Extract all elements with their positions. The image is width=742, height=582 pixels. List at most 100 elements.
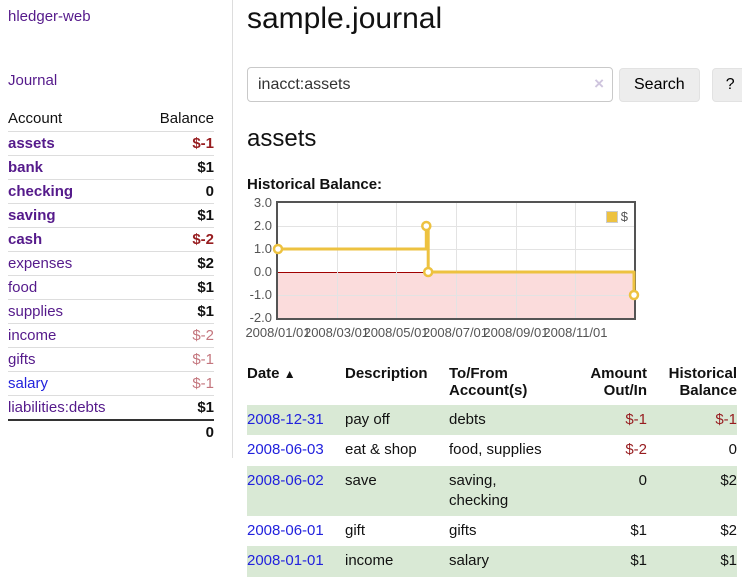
x-axis-tick-label: 2008/03/01 <box>303 325 370 340</box>
transaction-accounts: gifts <box>449 522 477 539</box>
transaction-description: income <box>345 552 394 570</box>
transaction-date-link[interactable]: 2008-12-31 <box>247 411 324 428</box>
account-link[interactable]: assets <box>8 135 55 152</box>
transaction-date-link[interactable]: 2008-06-01 <box>247 522 324 539</box>
transaction-amount: $-2 <box>625 441 647 459</box>
transaction-date-link[interactable]: 2008-01-01 <box>247 552 324 570</box>
chart-plot-area: $ <box>272 201 640 320</box>
x-axis-tick-label: 2008/05/01 <box>363 325 429 340</box>
account-cell: liabilities:debts <box>8 396 140 421</box>
accounts-total-row: 0 <box>8 420 214 444</box>
account-row: income $-2 <box>8 323 214 348</box>
transaction-date-cell: 2008-12-31 <box>247 405 345 435</box>
account-row: salary $-1 <box>8 371 214 396</box>
account-balance: $1 <box>197 399 214 416</box>
account-balance: $-2 <box>192 231 214 248</box>
legend-series-label: $ <box>620 209 628 224</box>
transaction-amount: 0 <box>638 471 647 489</box>
account-balance: $-1 <box>192 351 214 368</box>
x-axis-tick-label: 2008/09/01 <box>483 325 549 340</box>
vertical-gridline <box>515 203 517 318</box>
total-row-spacer <box>8 420 140 444</box>
account-row: expenses $2 <box>8 251 214 276</box>
transaction-date-link[interactable]: 2008-06-03 <box>247 441 324 459</box>
account-balance: $1 <box>197 159 214 176</box>
account-link[interactable]: saving <box>8 207 56 224</box>
x-axis-tick-label: 2008/11/01 <box>543 325 608 340</box>
account-link[interactable]: bank <box>8 159 44 176</box>
date-column-header[interactable]: Date ▲ <box>247 365 296 382</box>
help-button[interactable]: ? <box>711 67 742 102</box>
account-balance: $-1 <box>192 375 214 392</box>
account-link[interactable]: cash <box>8 231 43 248</box>
transaction-balance: 0 <box>728 441 737 459</box>
vertical-gridline <box>336 203 338 318</box>
account-balance: $1 <box>197 303 214 320</box>
y-axis-tick-label: 1.0 <box>253 241 272 256</box>
account-cell: expenses <box>8 252 140 276</box>
transaction-row: 2008-06-01 gift gifts $1 $2 <box>247 516 737 546</box>
account-row: supplies $1 <box>8 299 214 324</box>
account-cell: income <box>8 324 140 348</box>
y-axis-tick-label: 3.0 <box>253 195 272 210</box>
search-button[interactable]: Search <box>619 67 700 102</box>
account-row: cash $-2 <box>8 227 214 252</box>
sort-ascending-icon: ▲ <box>283 367 296 381</box>
accounts-tbody: assets $-1 bank $1 checking 0 saving $1 cash $-2 e… <box>8 131 214 421</box>
description-column-header: Description <box>345 365 428 382</box>
account-row: assets $-1 <box>8 131 214 156</box>
legend-swatch-icon <box>605 210 618 223</box>
account-link[interactable]: income <box>8 327 57 344</box>
account-balance: $1 <box>197 279 214 296</box>
account-cell: food <box>8 276 140 300</box>
account-cell: bank <box>8 156 140 180</box>
register-table: Date ▲ Description To/From Account(s) Am… <box>247 361 737 577</box>
register-header-row: Date ▲ Description To/From Account(s) Am… <box>247 361 737 405</box>
account-link[interactable]: supplies <box>8 303 64 320</box>
account-row: bank $1 <box>8 155 214 180</box>
account-row: gifts $-1 <box>8 347 214 372</box>
chart-title: Historical Balance: <box>247 176 383 193</box>
y-axis-tick-label: -1.0 <box>249 287 272 302</box>
account-cell: saving <box>8 204 140 228</box>
accounts-column-header: To/From Account(s) <box>449 365 528 399</box>
vertical-gridline <box>575 203 577 318</box>
vertical-gridline <box>455 203 457 318</box>
sidebar-item-journal[interactable]: Journal <box>8 72 58 89</box>
transaction-date-link[interactable]: 2008-06-02 <box>247 471 324 489</box>
account-cell: assets <box>8 132 140 156</box>
x-axis-tick-label: 2008/07/01 <box>422 325 489 340</box>
transaction-description: save <box>345 471 377 489</box>
account-balance: $1 <box>197 207 214 224</box>
search-form: × Search ? <box>247 67 742 102</box>
transaction-date-cell: 2008-06-03 <box>247 435 345 465</box>
accounts-table: Account Balance assets $-1 bank $1 checking 0… <box>8 106 214 444</box>
transaction-row: 2008-12-31 pay off debts $-1 $-1 <box>247 405 737 436</box>
transaction-row: 2008-06-03 eat & shop food, supplies $-2 0 <box>247 435 737 465</box>
account-link[interactable]: salary <box>8 375 49 392</box>
transaction-accounts: debts <box>449 411 486 428</box>
account-link[interactable]: expenses <box>8 255 73 272</box>
transaction-balance: $2 <box>720 471 737 489</box>
account-link[interactable]: checking <box>8 183 74 200</box>
transaction-date-cell: 2008-06-01 <box>247 516 345 546</box>
search-input[interactable] <box>247 67 613 102</box>
transaction-date-cell: 2008-06-02 <box>247 466 345 517</box>
balance-column-header: Balance <box>159 110 214 127</box>
transaction-row: 2008-06-02 save saving, checking 0 $2 <box>247 465 737 517</box>
vertical-gridline <box>396 203 398 318</box>
account-balance: $2 <box>197 255 214 272</box>
account-heading: assets <box>247 125 317 152</box>
account-link[interactable]: food <box>8 279 38 296</box>
account-link[interactable]: gifts <box>8 351 36 368</box>
register-tbody: 2008-12-31 pay off debts $-1 $-1 2008-06-03 ea… <box>247 405 737 577</box>
accounts-total-balance: 0 <box>205 424 214 441</box>
transaction-date-cell: 2008-01-01 <box>247 546 345 576</box>
account-row: food $1 <box>8 275 214 300</box>
search-input-wrap: × <box>247 67 613 102</box>
account-row: saving $1 <box>8 203 214 228</box>
clear-search-icon[interactable]: × <box>594 74 604 93</box>
app-title-link[interactable]: hledger-web <box>8 8 91 25</box>
transaction-amount: $-1 <box>625 411 647 428</box>
account-link[interactable]: liabilities:debts <box>8 399 106 416</box>
